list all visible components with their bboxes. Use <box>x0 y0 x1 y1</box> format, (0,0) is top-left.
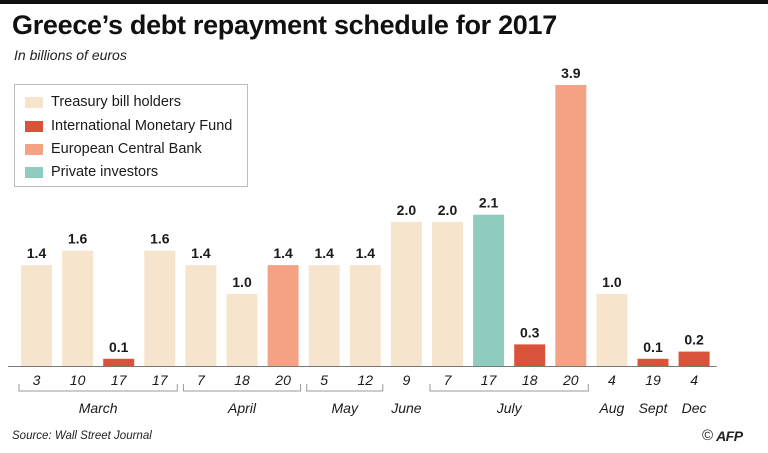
chart-subtitle: In billions of euros <box>14 47 127 63</box>
value-label: 1.4 <box>27 245 47 261</box>
month-label: July <box>496 400 523 416</box>
bar <box>267 265 299 366</box>
chart-title: Greece’s debt repayment schedule for 201… <box>12 10 557 40</box>
month-label: Dec <box>682 400 707 416</box>
bar <box>62 250 94 366</box>
tick-label: 12 <box>358 372 374 388</box>
legend-item-private: Private investors <box>25 162 158 182</box>
tick-label: 20 <box>274 372 291 388</box>
bar <box>226 293 258 366</box>
top-rule <box>0 0 768 4</box>
bar <box>514 344 546 366</box>
copyright-symbol: © <box>702 427 714 444</box>
bar <box>555 85 587 366</box>
legend-label: Private investors <box>51 164 159 180</box>
bar <box>678 351 710 366</box>
value-label: 1.4 <box>191 245 211 261</box>
month-label: Sept <box>639 400 669 416</box>
bar <box>349 265 381 366</box>
legend-label: Treasury bill holders <box>51 94 182 110</box>
source-note: Source: Wall Street Journal <box>12 430 152 442</box>
value-label: 2.1 <box>479 195 499 211</box>
value-label: 0.1 <box>643 339 663 355</box>
bar <box>432 221 463 366</box>
tick-label: 18 <box>234 372 250 388</box>
value-label: 1.0 <box>602 274 622 290</box>
bar <box>390 221 422 366</box>
bar <box>637 358 669 366</box>
tick-label: 17 <box>111 372 128 388</box>
legend-label: European Central Bank <box>51 141 202 157</box>
value-label: 0.3 <box>520 324 540 340</box>
bar <box>103 358 135 366</box>
tick-label: 5 <box>320 372 328 388</box>
legend: Treasury bill holders International Mone… <box>14 84 248 187</box>
tick-label: 4 <box>608 372 616 388</box>
legend-item-imf: International Monetary Fund <box>25 116 232 136</box>
month-label: Aug <box>598 400 624 416</box>
legend-swatch <box>25 96 43 108</box>
month-bracket <box>306 384 384 392</box>
value-label: 1.4 <box>356 245 376 261</box>
value-label: 1.4 <box>273 245 293 261</box>
value-label: 2.0 <box>438 202 458 218</box>
bar <box>308 265 340 366</box>
value-label: 0.1 <box>109 339 129 355</box>
legend-swatch <box>25 120 43 132</box>
value-label: 1.6 <box>150 231 170 247</box>
afp-logo: AFP <box>716 427 743 444</box>
tick-label: 3 <box>33 372 41 388</box>
legend-swatch <box>25 143 43 155</box>
legend-item-ecb: European Central Bank <box>25 139 202 159</box>
value-label: 1.4 <box>314 245 334 261</box>
tick-label: 10 <box>70 372 86 388</box>
month-bracket <box>182 384 302 392</box>
tick-label: 9 <box>403 372 411 388</box>
value-label: 2.0 <box>397 202 417 218</box>
value-label: 3.9 <box>561 65 581 81</box>
month-label: April <box>227 400 257 416</box>
month-label: May <box>332 400 359 416</box>
bar <box>144 250 176 366</box>
value-label: 1.6 <box>68 231 88 247</box>
tick-label: 19 <box>645 372 661 388</box>
tick-label: 4 <box>690 372 698 388</box>
legend-swatch <box>25 166 43 178</box>
value-label: 1.0 <box>232 274 252 290</box>
tick-label: 7 <box>197 372 206 388</box>
month-bracket <box>18 384 178 392</box>
legend-label: International Monetary Fund <box>51 118 233 134</box>
value-label: 0.2 <box>684 332 704 348</box>
tick-label: 17 <box>481 372 498 388</box>
bar <box>473 214 505 366</box>
month-bracket <box>429 384 589 392</box>
legend-item-treasury: Treasury bill holders <box>25 92 181 112</box>
afp-credit: © AFP <box>702 427 743 444</box>
bar <box>185 265 217 366</box>
month-label: June <box>390 400 422 416</box>
tick-label: 7 <box>444 372 453 388</box>
tick-label: 18 <box>522 372 538 388</box>
month-label: March <box>79 400 118 416</box>
bar <box>21 265 52 366</box>
tick-label: 20 <box>562 372 579 388</box>
bar <box>596 293 628 366</box>
tick-label: 17 <box>152 372 169 388</box>
